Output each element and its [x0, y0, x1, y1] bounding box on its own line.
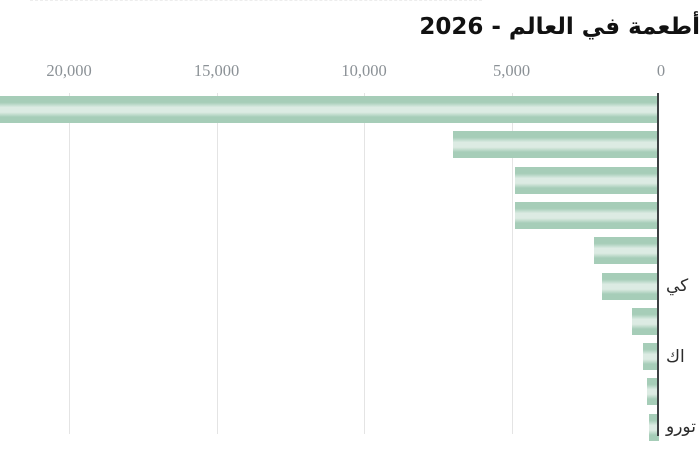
bar [601, 272, 659, 300]
gridline [216, 93, 218, 434]
x-axis-tick-label: 0 [656, 61, 666, 80]
bar [643, 343, 659, 371]
bar [514, 166, 659, 194]
gridline [511, 93, 513, 434]
x-axis-tick-label: 15,000 [193, 61, 240, 80]
top-dashed-divider [30, 0, 482, 1]
bar [514, 201, 659, 229]
y-axis-line [657, 93, 659, 436]
bar [0, 96, 659, 123]
bar [631, 307, 659, 335]
x-axis-tick-label: 5,000 [492, 61, 531, 80]
bar [646, 378, 659, 406]
bar [649, 413, 659, 441]
gridline [69, 93, 70, 434]
bar [593, 237, 659, 265]
x-axis-tick-label: 20,000 [46, 61, 92, 80]
category-label: كي [666, 276, 689, 296]
bar [452, 131, 659, 159]
category-label: اك [666, 346, 685, 367]
chart-title: أطعمة في العالم - 2026 [419, 14, 700, 40]
x-axis-tick-label: 10,000 [341, 61, 387, 80]
gridline [364, 93, 365, 434]
category-label: تورو [666, 417, 696, 438]
